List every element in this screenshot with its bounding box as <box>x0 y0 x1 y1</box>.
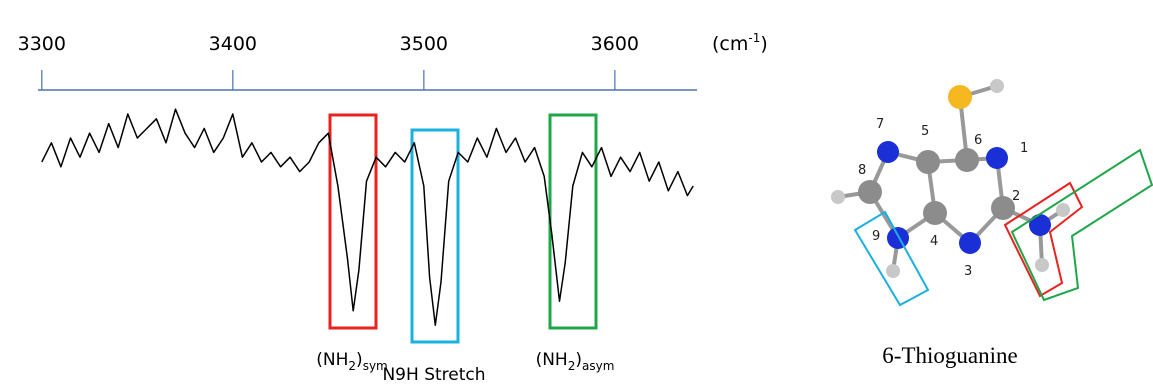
label-part: (NH <box>316 350 348 370</box>
x-tick-label: 3600 <box>591 33 639 55</box>
unit-text: ) <box>760 33 767 55</box>
label-part: asym <box>582 359 614 373</box>
label-part: ) <box>575 350 582 370</box>
x-tick-label: 3300 <box>18 33 66 55</box>
atom-label: 6 <box>974 133 982 148</box>
unit-text: (cm <box>712 33 748 55</box>
unit-sup: -1 <box>748 31 760 45</box>
atom-label: 1 <box>1020 141 1028 156</box>
annotation-box <box>330 115 376 328</box>
atom-label: 2 <box>1012 189 1020 204</box>
x-unit: (cm-1) <box>712 31 768 55</box>
label-part: (NH <box>536 350 568 370</box>
label-part: 2 <box>568 359 576 373</box>
molecule: 1 2 3 4 5 6 7 8 9 6-Thioguanine <box>831 79 1152 368</box>
annotation-label: N9H Stretch <box>382 365 485 385</box>
figure: 1 2 3 4 5 6 7 8 9 6-Thioguanine 3300 3400… <box>0 0 1153 389</box>
atom-label: 8 <box>858 163 866 178</box>
atom-label: 7 <box>876 117 884 132</box>
x-tick-label: 3500 <box>400 33 448 55</box>
annotation-box <box>550 115 596 328</box>
atom-label: 3 <box>964 264 972 279</box>
annotation-label: (NH2)asym <box>536 350 615 373</box>
label-part: ) <box>356 350 363 370</box>
label-part: 2 <box>348 359 356 373</box>
x-tick-label: 3400 <box>209 33 257 55</box>
annotation-label: (NH2)sym <box>316 350 387 373</box>
atom-label: 4 <box>930 234 938 249</box>
molecule-caption: 6-Thioguanine <box>882 343 1017 368</box>
atom-label: 9 <box>872 229 880 244</box>
atom-label: 5 <box>921 124 929 139</box>
